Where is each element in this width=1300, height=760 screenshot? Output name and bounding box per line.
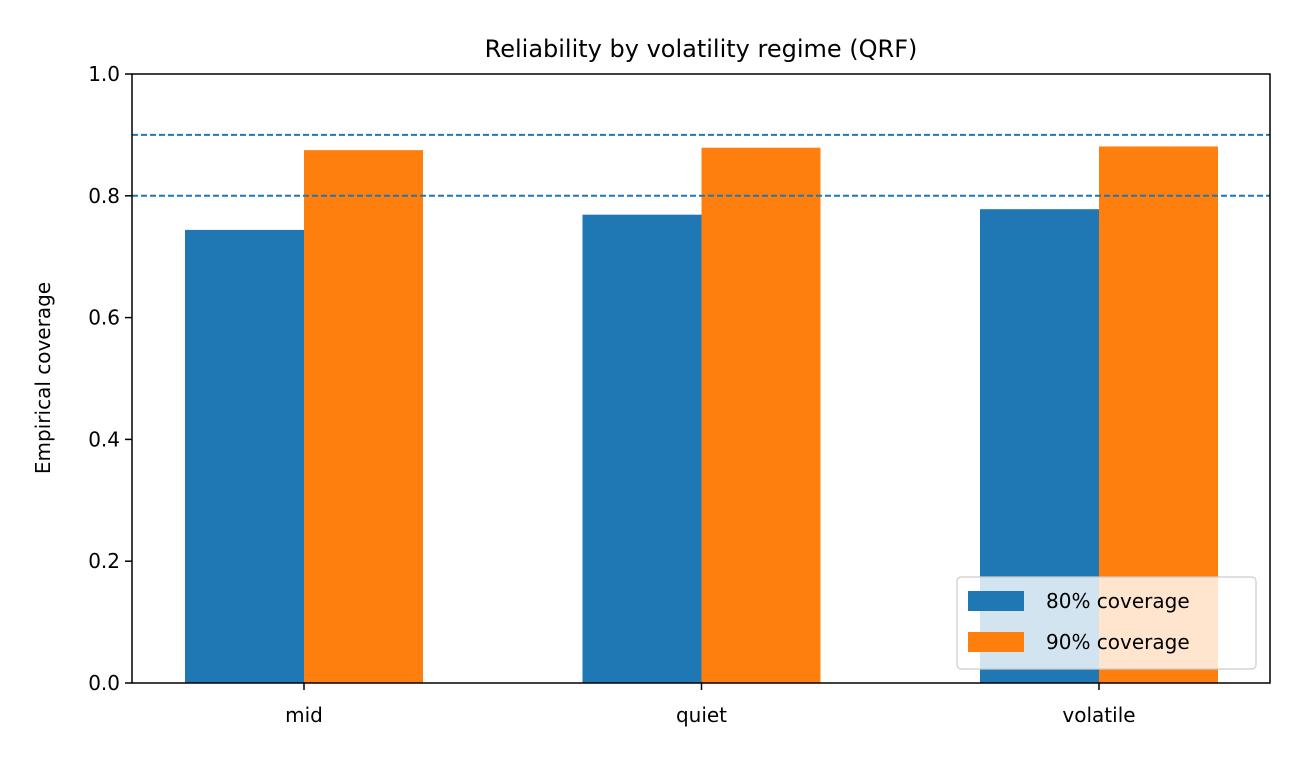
legend-swatch-80 xyxy=(968,591,1024,611)
y-tick-label: 0.2 xyxy=(88,549,120,573)
bar-mid-90 xyxy=(304,150,423,683)
y-tick-label: 0.0 xyxy=(88,671,120,695)
bar-quiet-80 xyxy=(582,214,702,683)
legend-label-90: 90% coverage xyxy=(1046,630,1190,654)
legend-label-80: 80% coverage xyxy=(1046,589,1190,613)
legend: 80% coverage 90% coverage xyxy=(956,576,1257,670)
x-tick-label-mid: mid xyxy=(285,703,323,727)
legend-box xyxy=(956,576,1257,670)
y-axis-label: Empirical coverage xyxy=(31,282,55,474)
y-tick-label: 0.4 xyxy=(88,427,120,451)
chart-title: Reliability by volatility regime (QRF) xyxy=(485,35,918,63)
bar-quiet-90 xyxy=(701,147,821,684)
legend-swatch-90 xyxy=(968,632,1024,652)
y-tick-label: 1.0 xyxy=(88,62,120,86)
x-tick-label-quiet: quiet xyxy=(676,703,727,727)
plot-frame xyxy=(131,73,1271,684)
y-tick-label: 0.8 xyxy=(88,184,120,208)
y-tick-label: 0.6 xyxy=(88,306,120,330)
bar-mid-80 xyxy=(185,229,304,684)
plot-area: 0.0 0.2 0.4 0.6 0.8 1.0 mid quiet volatile xyxy=(88,62,1270,727)
x-tick-label-volatile: volatile xyxy=(1062,703,1135,727)
